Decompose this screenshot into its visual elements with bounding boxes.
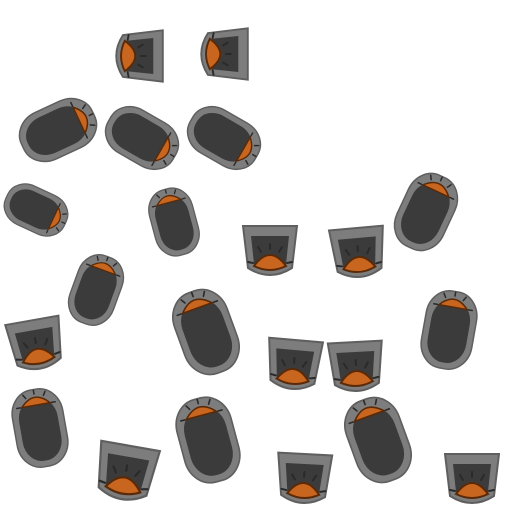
cup-piece-icon[interactable]: [242, 225, 298, 276]
cup-piece-icon[interactable]: [444, 453, 500, 504]
capsule-piece-icon[interactable]: [61, 248, 131, 332]
cup-piece-icon[interactable]: [274, 451, 334, 506]
capsule-piece-icon[interactable]: [11, 89, 105, 171]
cup-piece-icon[interactable]: [4, 314, 68, 375]
cup-piece-icon[interactable]: [326, 339, 386, 394]
cup-piece-icon[interactable]: [263, 336, 324, 393]
cup-piece-icon[interactable]: [200, 27, 249, 81]
capsule-piece-icon[interactable]: [385, 165, 467, 259]
cup-piece-icon[interactable]: [115, 29, 164, 83]
capsule-piece-icon[interactable]: [143, 182, 205, 262]
cup-piece-icon[interactable]: [90, 439, 161, 506]
capsule-piece-icon[interactable]: [0, 176, 75, 244]
capsule-piece-icon[interactable]: [336, 389, 420, 491]
capsule-piece-icon[interactable]: [96, 97, 188, 179]
capsule-piece-icon[interactable]: [164, 281, 248, 383]
capsule-piece-icon[interactable]: [169, 390, 247, 490]
capsule-piece-icon[interactable]: [416, 286, 482, 374]
capsule-piece-icon[interactable]: [178, 97, 270, 179]
capsule-piece-icon[interactable]: [7, 384, 73, 472]
cup-piece-icon[interactable]: [328, 224, 389, 281]
